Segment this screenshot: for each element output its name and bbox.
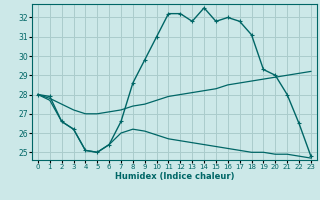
X-axis label: Humidex (Indice chaleur): Humidex (Indice chaleur) [115,172,234,181]
